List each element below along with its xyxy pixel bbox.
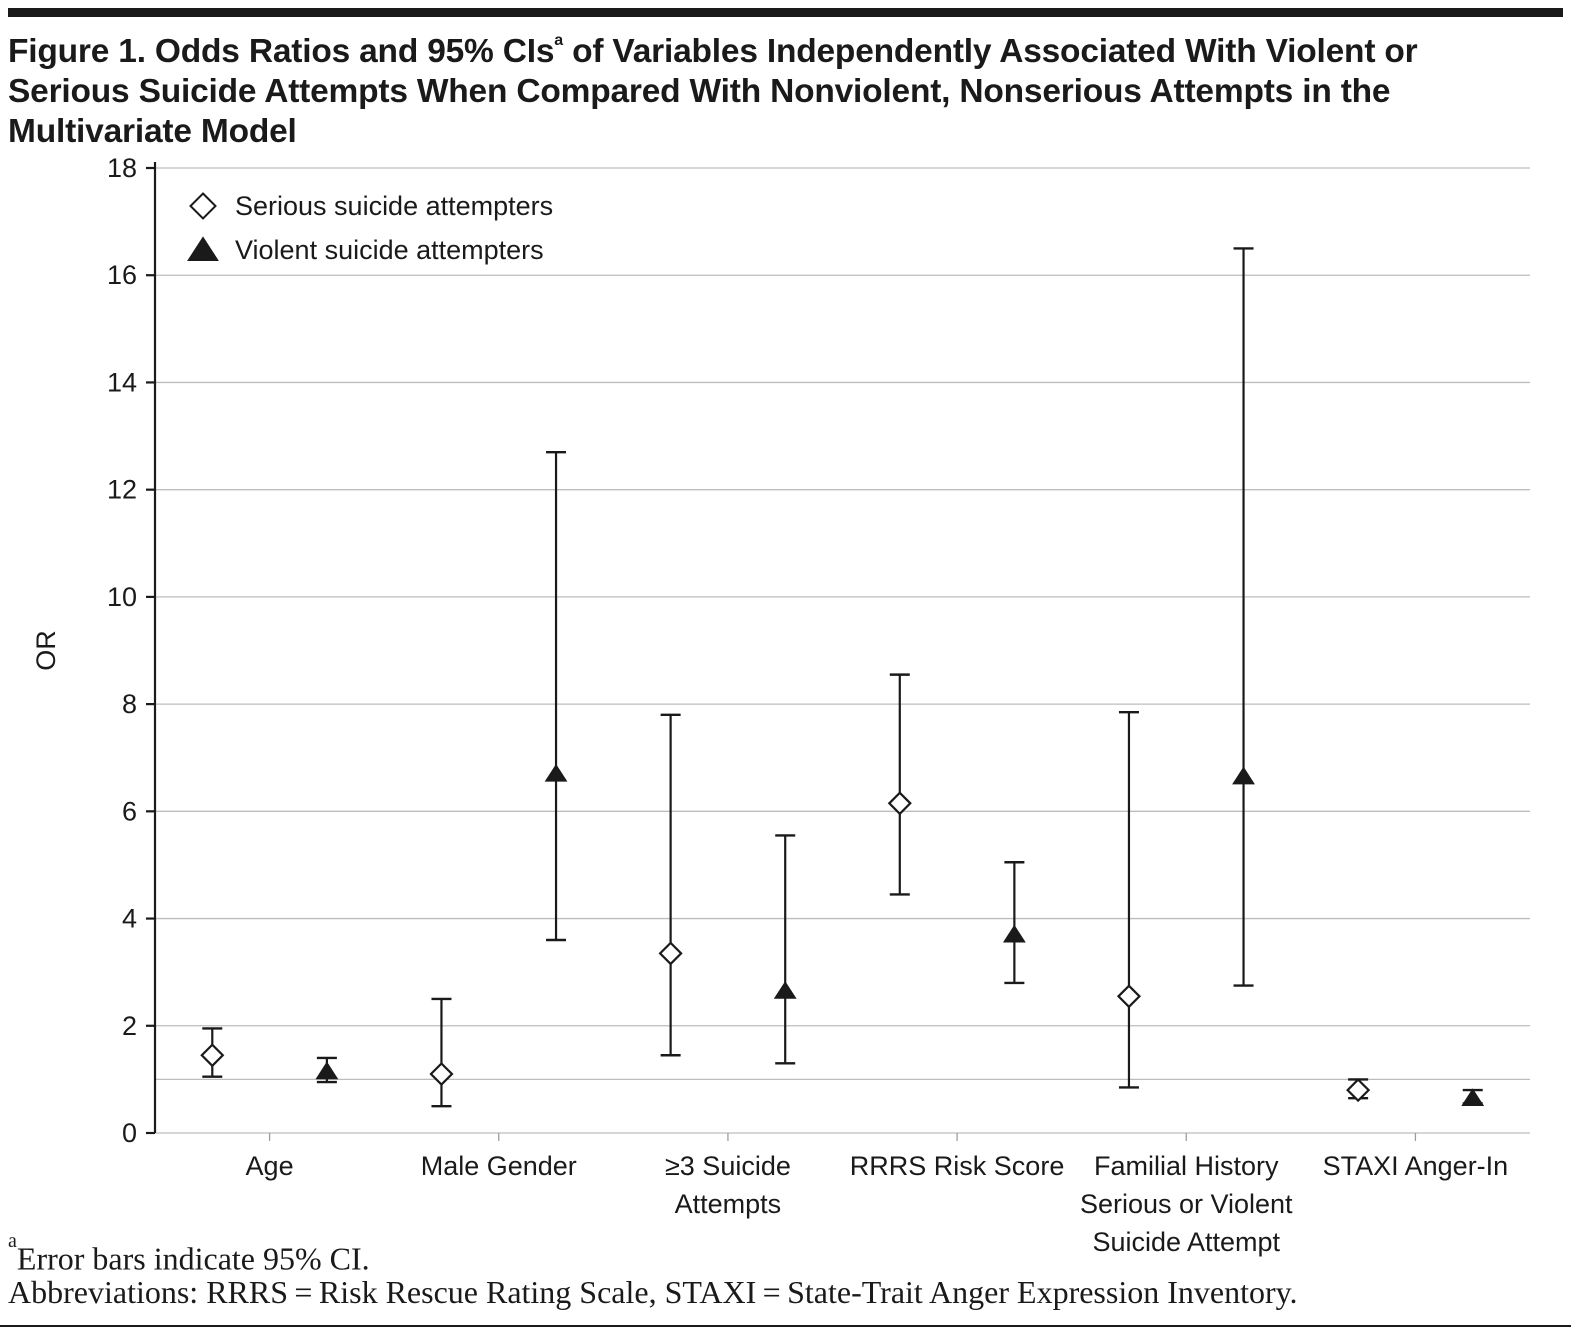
- svg-text:12: 12: [107, 475, 137, 505]
- svg-text:Age: Age: [246, 1151, 294, 1181]
- svg-text:0: 0: [122, 1118, 137, 1148]
- svg-text:Serious suicide attempters: Serious suicide attempters: [235, 191, 553, 221]
- svg-text:10: 10: [107, 582, 137, 612]
- svg-text:Serious or Violent: Serious or Violent: [1080, 1189, 1293, 1219]
- svg-text:STAXI Anger-In: STAXI Anger-In: [1323, 1151, 1509, 1181]
- svg-text:16: 16: [107, 260, 137, 290]
- svg-text:Attempts: Attempts: [675, 1189, 782, 1219]
- svg-text:Violent suicide attempters: Violent suicide attempters: [235, 235, 544, 265]
- svg-text:4: 4: [122, 904, 137, 934]
- svg-text:18: 18: [107, 153, 137, 183]
- svg-text:OR: OR: [31, 630, 61, 671]
- svg-text:Male Gender: Male Gender: [421, 1151, 577, 1181]
- svg-text:≥3 Suicide: ≥3 Suicide: [665, 1151, 791, 1181]
- svg-text:8: 8: [122, 689, 137, 719]
- svg-text:2: 2: [122, 1011, 137, 1041]
- svg-text:6: 6: [122, 796, 137, 826]
- svg-text:14: 14: [107, 367, 137, 397]
- svg-text:RRRS Risk Score: RRRS Risk Score: [850, 1151, 1065, 1181]
- svg-text:Familial History: Familial History: [1094, 1151, 1279, 1181]
